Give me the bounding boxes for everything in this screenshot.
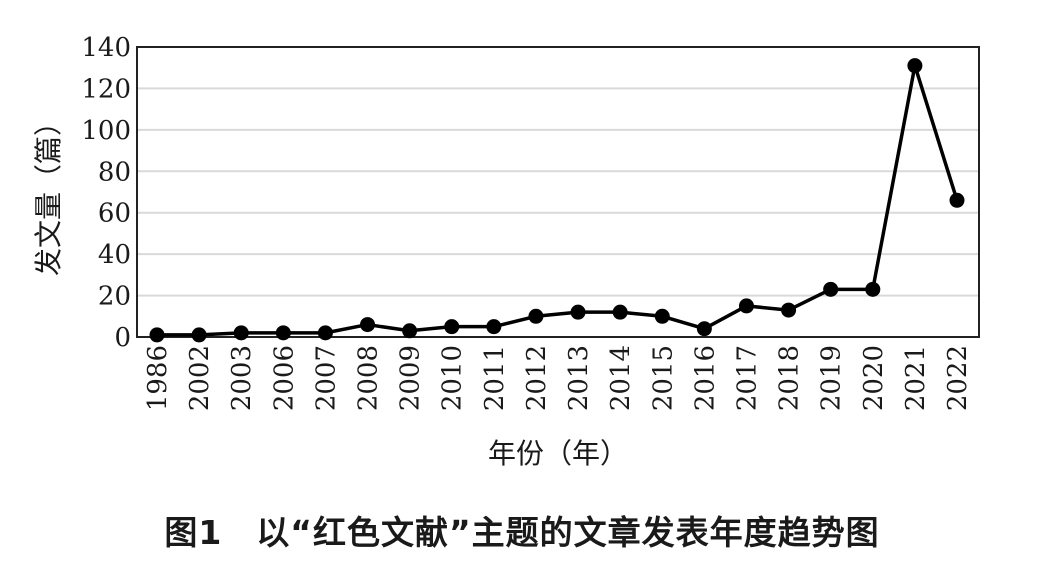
y-tick-label: 120	[81, 74, 131, 104]
data-point	[865, 281, 881, 297]
x-tick-label: 1986	[143, 345, 173, 411]
x-tick-label: 2015	[648, 345, 678, 411]
data-point	[738, 298, 754, 314]
x-tick-label: 2016	[690, 345, 720, 411]
data-point	[696, 321, 712, 337]
y-tick-label: 60	[98, 199, 131, 229]
series-layer	[149, 58, 965, 343]
data-point	[233, 325, 249, 341]
data-point	[654, 308, 670, 324]
x-tick-label: 2009	[396, 345, 426, 411]
figure-caption: 图1 以“红色文献”主题的文章发表年度趋势图	[164, 513, 880, 552]
x-tick-label: 2012	[522, 345, 552, 411]
x-tick-label: 2013	[564, 345, 594, 411]
x-tick-label: 2020	[859, 345, 889, 411]
y-tick-label: 40	[98, 240, 131, 270]
x-tick-label: 2017	[732, 345, 762, 411]
data-point	[781, 302, 797, 318]
y-tick-label: 20	[98, 282, 131, 312]
data-point	[823, 281, 839, 297]
data-point	[528, 308, 544, 324]
data-point	[191, 327, 207, 343]
x-tick-label: 2014	[606, 345, 636, 411]
y-axis-title: 发文量（篇）	[32, 108, 65, 276]
gridlines	[137, 87, 979, 297]
x-axis-title: 年份（年）	[488, 437, 628, 470]
x-tick-label: 2011	[480, 345, 510, 411]
data-point	[486, 319, 502, 335]
x-tick-label: 2008	[354, 345, 384, 411]
data-point	[444, 319, 460, 335]
x-tick-label: 2018	[775, 345, 805, 411]
y-tick-label: 140	[81, 33, 131, 63]
y-tick-label: 80	[98, 157, 131, 187]
y-axis-ticks: 0 20 40 60 80 100 120 140	[81, 33, 131, 353]
x-axis-ticks: 1986 2002 2003 2006 2007 2008 2009 2010 2011 2012…	[143, 345, 973, 411]
data-point	[149, 327, 165, 343]
data-point	[612, 304, 628, 320]
x-tick-label: 2021	[901, 345, 931, 411]
x-tick-label: 2003	[227, 345, 257, 411]
data-point	[570, 304, 586, 320]
x-tick-label: 2019	[817, 345, 847, 411]
x-tick-label: 2010	[438, 345, 468, 411]
data-point	[275, 325, 291, 341]
y-tick-label: 100	[81, 116, 131, 146]
x-tick-label: 2006	[269, 345, 299, 411]
data-point	[360, 317, 376, 333]
series-line	[157, 63, 959, 337]
data-point	[949, 192, 965, 208]
data-point	[907, 58, 923, 74]
y-tick-label: 0	[114, 323, 131, 353]
x-tick-label: 2007	[311, 345, 341, 411]
x-tick-label: 2002	[185, 345, 215, 411]
data-point	[402, 323, 418, 339]
plot-area-frame	[136, 46, 980, 338]
x-tick-label: 2022	[943, 345, 973, 411]
data-point	[317, 325, 333, 341]
